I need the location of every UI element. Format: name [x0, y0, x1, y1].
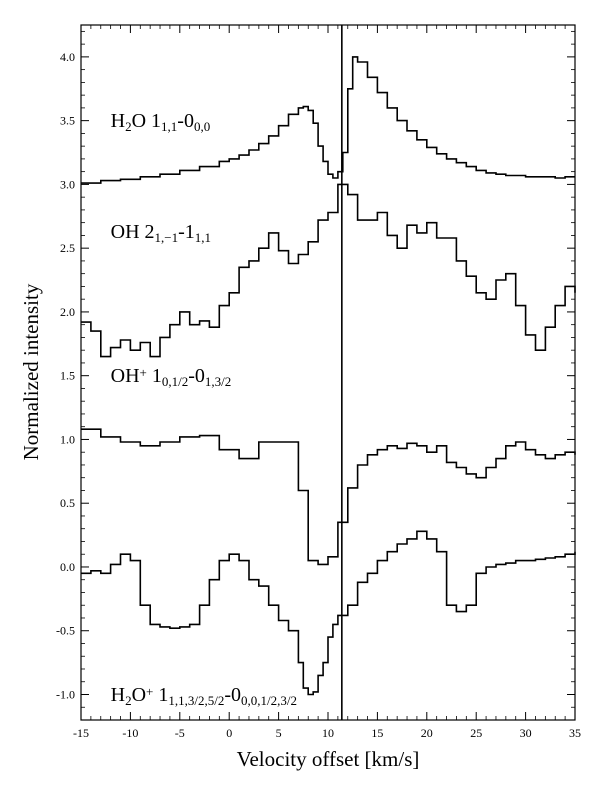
- series-labels-layer: H2O 11,1-00,0 OH 21,−1-11,1 OH+ 10,1/2-01,…: [111, 110, 297, 708]
- x-tick-label: 25: [470, 726, 482, 740]
- x-tick-label: 20: [421, 726, 433, 740]
- series-label-0: H2O 11,1-00,0: [111, 110, 211, 134]
- y-tick-label: 4.0: [60, 50, 75, 64]
- series-layer: [81, 56, 576, 696]
- y-tick-label: 3.0: [60, 177, 75, 191]
- series-label-2: OH+ 10,1/2-01,3/2: [111, 365, 232, 389]
- x-tick-label: -10: [122, 726, 138, 740]
- series-line-1: [81, 183, 576, 358]
- y-tick-label: 3.5: [60, 114, 75, 128]
- x-tick-label: 0: [226, 726, 232, 740]
- x-tick-label: 15: [371, 726, 383, 740]
- y-tick-label: -1.0: [56, 687, 75, 701]
- series-label-3: H2O+ 11,1,3/2,5/2-00,0,1/2,3/2: [111, 684, 297, 708]
- series-line-2: [81, 428, 576, 566]
- x-tick-label: 5: [276, 726, 282, 740]
- x-tick-label: 35: [569, 726, 581, 740]
- x-axis-label: Velocity offset [km/s]: [237, 747, 420, 771]
- x-tick-label: -15: [73, 726, 89, 740]
- ticks-layer: -15 -10 -5 0 5 10 15 20 25 30 35 -1.0 -0.5 0.0 0.5 1.0 1…: [56, 25, 581, 740]
- y-tick-label: 1.5: [60, 369, 75, 383]
- y-tick-label: 2.0: [60, 305, 75, 319]
- y-tick-label: 0.5: [60, 496, 75, 510]
- y-tick-label: 2.5: [60, 241, 75, 255]
- x-tick-label: 10: [322, 726, 334, 740]
- x-tick-label: -5: [175, 726, 185, 740]
- series-line-0: [81, 56, 575, 184]
- series-line-3: [81, 530, 576, 696]
- y-tick-label: 0.0: [60, 560, 75, 574]
- y-tick-label: -0.5: [56, 624, 75, 638]
- x-tick-label: 30: [520, 726, 532, 740]
- y-tick-label: 1.0: [60, 432, 75, 446]
- series-label-1: OH 21,−1-11,1: [111, 221, 211, 245]
- y-axis-label: Normalized intensity: [19, 283, 43, 460]
